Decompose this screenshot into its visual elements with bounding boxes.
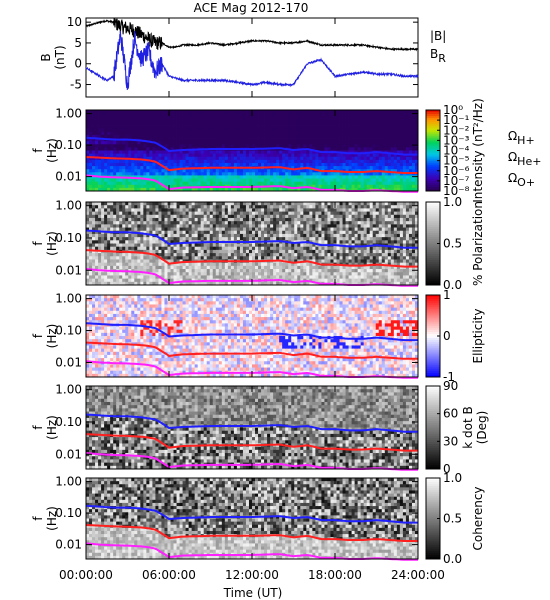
x-tick-label-3: 18:00:00 — [308, 568, 362, 582]
legend-gyro-h: ΩH+ — [508, 129, 535, 147]
kdotb-cbar-tick-label-0: 90 — [443, 379, 458, 393]
intensity-cbar-tick-label-5: 10⁻⁵ — [443, 154, 470, 168]
coherency-colorbar: 1.0 0.5 0.0 Coherency — [425, 471, 485, 566]
intensity-ytick-label-1: 0.10 — [55, 138, 82, 152]
intensity-cbar-tick-label-2: 10⁻² — [443, 123, 470, 137]
panels-group: 1050-5B(nT)|B|BR1.000.100.01f(Hz)10⁰10⁻¹… — [31, 15, 541, 566]
field-ytick-label-0: 10 — [67, 15, 82, 29]
field-ytick-label-1: 5 — [74, 36, 82, 50]
gyro-line-h — [85, 229, 418, 249]
polarization-cbar-tick-label-1: 0.5 — [443, 237, 462, 251]
kdotb-colorbar: 90 60 30 0 k dot B(Deg) — [425, 379, 489, 476]
intensity-cbar-tick-label-4: 10⁻⁴ — [443, 144, 470, 158]
kdotb-ytick-label-2: 0.01 — [55, 447, 82, 461]
ellipticity-cbar-tick-label-0: 1 — [443, 288, 451, 302]
panel-ellipticity: 1.00 0.10 0.01 f(Hz) 1 0 -1 Ellipticity — [31, 288, 485, 384]
x-axis-label: Time (UT) — [223, 586, 283, 600]
kdotb-cbar-label: k dot B(Deg) — [461, 406, 489, 448]
kdotb-cbar-tick-label-2: 30 — [443, 434, 458, 448]
x-tick-label-4: 24:00:00 — [391, 568, 445, 582]
legend-b-mag: |B| — [430, 29, 446, 43]
gyro-line-he — [86, 341, 418, 360]
polarization-y-label: f(Hz) — [31, 231, 59, 256]
coherency-ytick-label-2: 0.01 — [55, 538, 82, 552]
coherency-cbar-tick-label-2: 0.0 — [443, 552, 462, 566]
x-axis: 00:00:00 06:00:00 12:00:00 18:00:00 24:00:00 — [59, 18, 445, 582]
gyro-line-he — [85, 433, 418, 452]
panel-intensity: 1.00 0.10 0.01 f(Hz) 10⁰10⁻¹10⁻²10⁻³10⁻⁴10⁻⁵… — [31, 98, 541, 203]
intensity-cbar-tick-label-1: 10⁻¹ — [443, 113, 470, 127]
coherency-y-label: f(Hz) — [31, 506, 59, 531]
ellipticity-y-label: f(Hz) — [31, 324, 59, 349]
gyro-line-h — [85, 413, 418, 433]
polarization-ytick-label-1: 0.10 — [55, 231, 82, 245]
gyro-line-he — [85, 249, 418, 268]
ellipticity-cbar-tick-label-1: 0 — [443, 329, 451, 343]
coherency-ytick-label-0: 1.00 — [55, 475, 82, 489]
intensity-cbar-tick-label-3: 10⁻³ — [443, 133, 470, 147]
ellipticity-cbar-label: Ellipticity — [471, 309, 485, 364]
field-ytick-label-2: 0 — [74, 57, 82, 71]
polarization-cbar-label: % Polarization — [471, 201, 485, 286]
field-ytick-label-3: -5 — [70, 78, 82, 92]
x-tick-label-0: 00:00:00 — [59, 568, 113, 582]
coherency-cbar-tick-label-0: 1.0 — [443, 471, 462, 485]
legend-gyro-he: ΩHe+ — [508, 150, 541, 168]
legend-gyro-o: ΩO+ — [508, 171, 535, 189]
kdotb-cbar-tick-label-3: 0 — [443, 462, 451, 476]
kdotb-colorbar-frame — [425, 385, 441, 470]
intensity-ytick-label-2: 0.01 — [55, 170, 82, 184]
intensity-cbar-label: Intensity (nT²/Hz) — [471, 98, 485, 203]
intensity-cbar-tick-label-8: 10⁻⁸ — [443, 184, 470, 198]
kdotb-ytick-label-0: 1.00 — [55, 383, 82, 397]
kdotb-cbar-tick-label-1: 60 — [443, 407, 458, 421]
ellipticity-ytick-label-1: 0.10 — [55, 324, 82, 338]
coherency-ytick-label-1: 0.10 — [55, 506, 82, 520]
coherency-cbar-label: Coherency — [471, 486, 485, 550]
panel-field: 10 5 0 -5B(nT) |B| BR — [39, 15, 446, 98]
ellipticity-colorbar: 1 0 -1 Ellipticity — [425, 288, 485, 384]
ellipticity-ytick-label-2: 0.01 — [55, 355, 82, 369]
x-tick-label-2: 12:00:00 — [225, 568, 279, 582]
panel-coherency: 1.00 0.10 0.01 f(Hz) 1.0 0.5 0.0 Coherency — [31, 471, 485, 566]
polarization-cbar-tick-label-0: 1.0 — [443, 195, 462, 209]
polarization-ytick-label-2: 0.01 — [55, 263, 82, 277]
legend-b-r: BR — [430, 47, 446, 65]
intensity-cbar-tick-label-6: 10⁻⁶ — [443, 164, 470, 178]
coherency-cbar-tick-label-1: 0.5 — [443, 512, 462, 526]
gyro-line-h — [85, 136, 418, 156]
intensity-y-label: f(Hz) — [31, 138, 59, 163]
gyro-line-he — [85, 524, 418, 542]
x-tick-label-1: 06:00:00 — [142, 568, 196, 582]
polarization-colorbar: 1.0 0.5 0.0 % Polarization — [425, 195, 485, 292]
polarization-ytick-label-0: 1.00 — [55, 199, 82, 213]
intensity-cbar-tick-label-0: 10⁰ — [443, 103, 463, 117]
panel-polarization: 1.00 0.10 0.01 f(Hz) 1.0 0.5 0.0 % Polarization — [31, 195, 485, 292]
gyro-line-he — [85, 156, 418, 174]
gyro-line-h — [85, 322, 418, 342]
gyro-line-h — [85, 504, 418, 524]
panel-kdotb: 1.00 0.10 0.01 f(Hz) 90 60 30 0 k dot B(Deg) — [31, 379, 489, 476]
ellipticity-ytick-label-0: 1.00 — [55, 292, 82, 306]
kdotb-y-label: f(Hz) — [31, 415, 59, 440]
polarization-cbar-tick-label-2: 0.0 — [443, 278, 462, 292]
ellipticity-cbar-tick-label-2: -1 — [443, 370, 455, 384]
field-y-label: B(nT) — [39, 45, 67, 69]
intensity-cbar-tick-label-7: 10⁻⁷ — [443, 174, 470, 188]
chart-title: ACE Mag 2012-170 — [194, 1, 309, 15]
series-line-b-r — [85, 30, 419, 91]
series-line-b-mag — [85, 18, 419, 52]
intensity-ytick-label-0: 1.00 — [55, 107, 82, 121]
kdotb-ytick-label-1: 0.10 — [55, 415, 82, 429]
